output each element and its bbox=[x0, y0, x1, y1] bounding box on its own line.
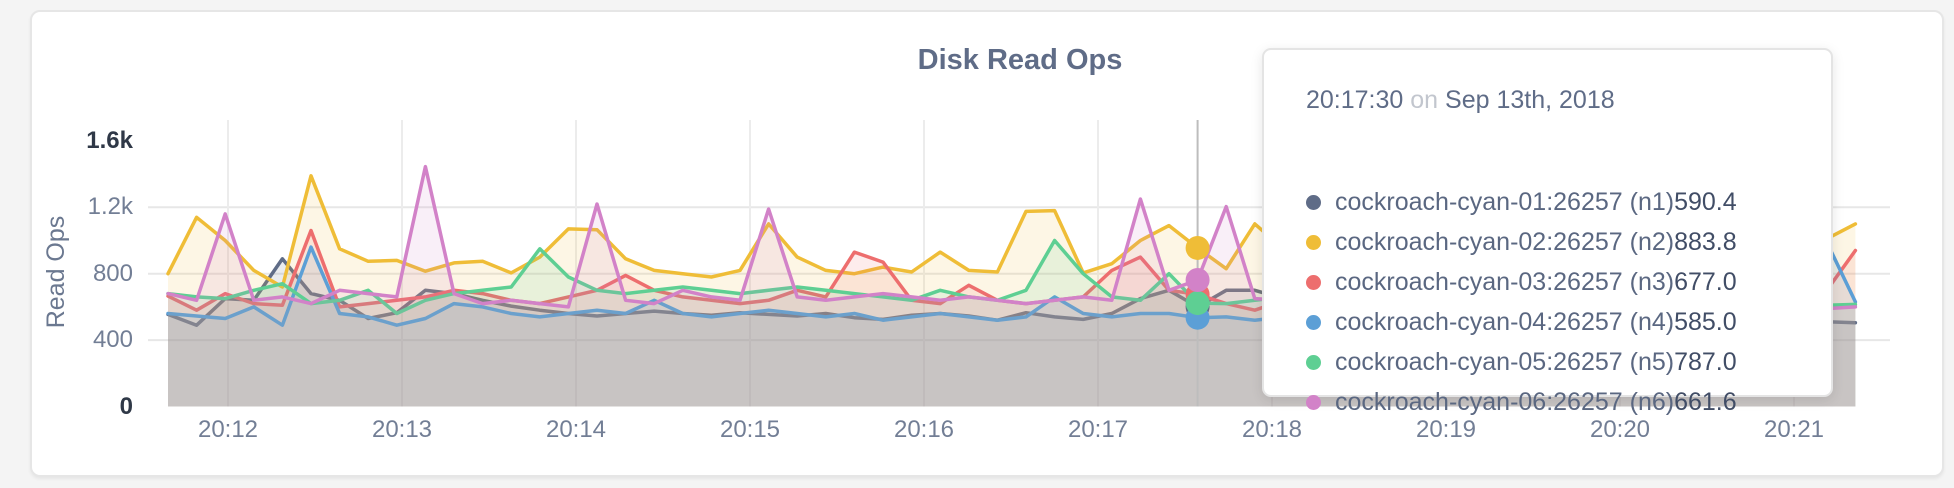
series-value: 677.0 bbox=[1674, 267, 1737, 296]
series-value: 661.6 bbox=[1674, 387, 1737, 416]
series-dot-icon bbox=[1306, 194, 1321, 210]
chart-title: Disk Read Ops bbox=[917, 44, 1123, 76]
series-value: 787.0 bbox=[1674, 347, 1737, 376]
tooltip-conjunction: on bbox=[1410, 86, 1439, 114]
tooltip-rows: cockroach-cyan-01:26257 (n1) 590.4 cockroa… bbox=[1306, 182, 1737, 422]
x-tick-label: 20:15 bbox=[719, 416, 781, 443]
x-tick-label: 20:16 bbox=[893, 416, 955, 443]
hover-dot-n6 bbox=[1185, 268, 1210, 293]
series-dot-icon bbox=[1306, 314, 1321, 330]
tooltip-row: cockroach-cyan-01:26257 (n1) 590.4 bbox=[1306, 182, 1737, 222]
x-tick-label: 20:12 bbox=[197, 416, 259, 443]
tooltip-header: 20:17:30 on Sep 13th, 2018 bbox=[1306, 86, 1801, 115]
x-tick-label: 20:17 bbox=[1067, 416, 1129, 443]
hover-dot-n5 bbox=[1185, 291, 1210, 316]
series-name: cockroach-cyan-04:26257 (n4) bbox=[1335, 307, 1675, 336]
tooltip-row: cockroach-cyan-05:26257 (n5) 787.0 bbox=[1306, 342, 1737, 382]
tooltip-row: cockroach-cyan-03:26257 (n3) 677.0 bbox=[1306, 262, 1737, 302]
series-name: cockroach-cyan-02:26257 (n2) bbox=[1335, 227, 1675, 256]
series-dot-icon bbox=[1306, 354, 1321, 370]
x-tick-label: 20:19 bbox=[1415, 416, 1477, 443]
series-dot-icon bbox=[1306, 394, 1321, 410]
series-value: 585.0 bbox=[1674, 307, 1737, 336]
series-dot-icon bbox=[1306, 234, 1321, 250]
series-name: cockroach-cyan-01:26257 (n1) bbox=[1335, 187, 1675, 216]
series-name: cockroach-cyan-05:26257 (n5) bbox=[1335, 347, 1675, 376]
series-name: cockroach-cyan-06:26257 (n6) bbox=[1335, 387, 1675, 416]
series-value: 883.8 bbox=[1674, 227, 1737, 256]
tooltip-date: Sep 13th, 2018 bbox=[1445, 86, 1615, 114]
tooltip-row: cockroach-cyan-02:26257 (n2) 883.8 bbox=[1306, 222, 1737, 262]
y-tick-label: 1.2k bbox=[87, 193, 133, 221]
hover-dot-n2 bbox=[1185, 235, 1210, 260]
y-tick-label: 400 bbox=[92, 326, 133, 354]
hover-tooltip: 20:17:30 on Sep 13th, 2018 cockroach-cya… bbox=[1262, 48, 1833, 416]
y-tick-label: 800 bbox=[92, 259, 133, 287]
series-name: cockroach-cyan-03:26257 (n3) bbox=[1335, 267, 1675, 296]
x-tick-label: 20:20 bbox=[1589, 416, 1651, 443]
tooltip-time: 20:17:30 bbox=[1306, 86, 1404, 114]
tooltip-row: cockroach-cyan-04:26257 (n4) 585.0 bbox=[1306, 302, 1737, 342]
y-tick-label: 0 bbox=[119, 392, 133, 420]
tooltip-row: cockroach-cyan-06:26257 (n6) 661.6 bbox=[1306, 382, 1737, 422]
x-tick-label: 20:18 bbox=[1241, 416, 1303, 443]
x-tick-label: 20:14 bbox=[545, 416, 607, 443]
series-dot-icon bbox=[1306, 274, 1321, 290]
series-value: 590.4 bbox=[1674, 187, 1737, 216]
x-tick-label: 20:13 bbox=[371, 416, 433, 443]
y-tick-label: 1.6k bbox=[86, 126, 133, 154]
x-tick-label: 20:21 bbox=[1763, 416, 1825, 443]
